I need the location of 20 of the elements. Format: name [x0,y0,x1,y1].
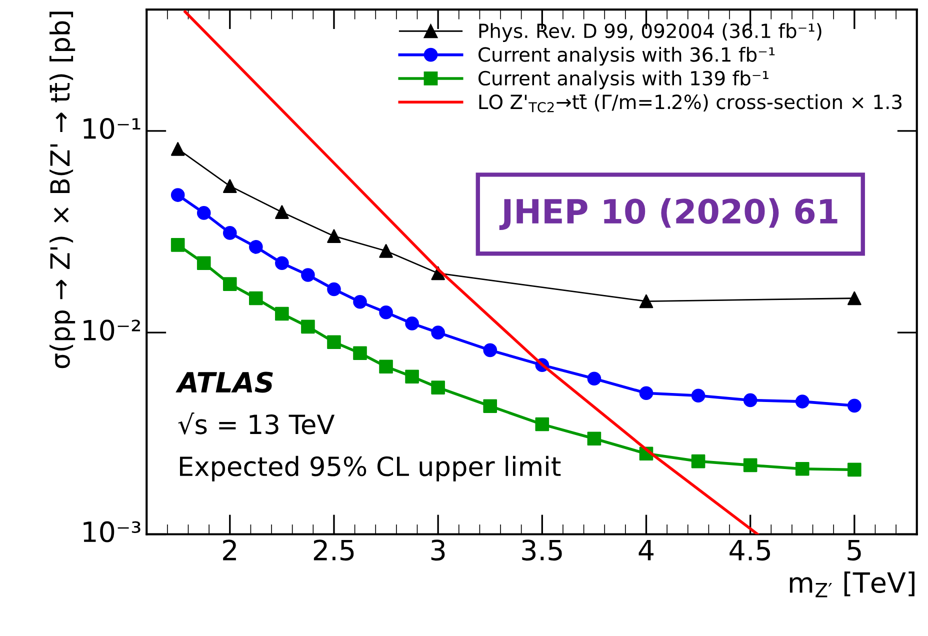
y-tick-label: 10⁻² [84,320,140,341]
y-tick-label: 10⁻³ [84,521,140,542]
annotation: Expected 95% CL upper limit [180,456,561,482]
annotation: √s = 13 TeV [178,412,335,434]
x-tick-label: 4.5 [730,540,770,561]
y-axis-title: σ(pp → Z') × B(Z' → tt̄) [pb] [50,12,76,368]
y-tick-label: 10⁻¹ [84,118,140,140]
legend-label: LO Z'$_{TC2}$→tt̄ (Γ/m=1.2%) cross-section × 1.3 [479,94,902,112]
x-tick-label: 2.5 [314,540,354,561]
annotation: ATLAS [176,372,273,393]
legend-label: Phys. Rev. D 99, 092004 (36.1 fb⁻¹) [479,23,822,42]
x-axis-title: m$_{Z′}$ [TeV] [790,572,914,598]
legend-label: Current analysis with 36.1 fb⁻¹ [478,46,775,66]
x-tick-label: 3.5 [522,540,562,561]
annotation: JHEP 10 (2020) 61 [499,198,838,230]
x-tick-label: 4 [638,540,654,560]
x-tick-label: 2 [223,540,236,560]
x-tick-label: 5 [848,540,861,561]
legend-label: Current analysis with 139 fb⁻¹ [478,70,768,90]
x-tick-label: 3 [431,540,445,561]
